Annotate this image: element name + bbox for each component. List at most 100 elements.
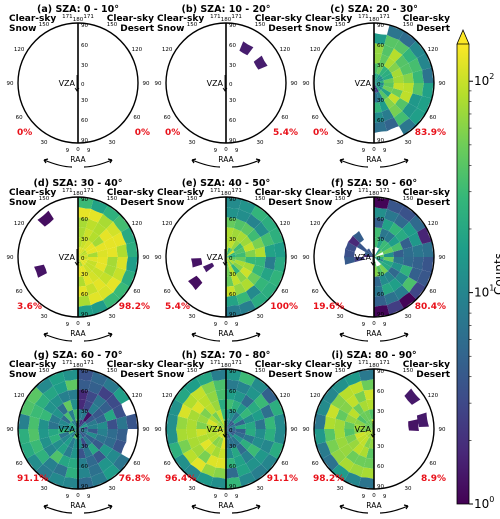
desert-cell [233,414,244,424]
desert-cell [374,217,385,229]
desert-cell [226,207,239,219]
snow-cell [70,399,78,410]
snow-cell [354,419,366,427]
desert-cell [381,88,392,98]
raa-tick-label: 180 [369,17,380,23]
raa-tick-label: 150 [335,196,346,202]
snow-cell [58,454,71,468]
desert-cell [374,257,383,265]
raa-tick-label: 30 [189,140,196,146]
desert-cell [97,257,108,265]
raa-arrow-right [83,333,113,342]
desert-cell [236,443,248,455]
raa-tick-label: 120 [14,47,25,53]
desert-cell [384,271,396,283]
snow-cell [344,421,355,429]
desert-cell [78,420,86,429]
desert-label: Clear-sky [403,360,450,370]
raa-tick-label: 150 [187,22,198,28]
snow-label: Clear-sky [157,360,204,370]
raa-tick-label: 30 [189,486,196,492]
snow-cell [211,446,221,458]
desert-cell [399,292,417,309]
snow-cell [356,414,367,424]
raa-tick-label: 150 [403,368,414,374]
snow-cell [204,403,216,415]
desert-cell [226,419,231,429]
desert-cell [402,246,414,257]
snow-percent: 19.6% [313,302,344,312]
vza-tick-label: 90 [81,369,88,375]
desert-cell [236,271,248,283]
desert-cell [264,416,276,429]
raa-tick-label: 9 [66,148,70,154]
snow-label: Snow [157,24,184,34]
desert-cell [86,431,98,439]
desert-cell [113,386,130,404]
snow-cell [338,457,354,473]
desert-cell [226,249,235,257]
raa-tick-label: 9 [383,494,387,500]
vza-tick-label: 90 [377,23,384,29]
vza-arrow [74,421,80,438]
snow-cell [211,411,221,422]
desert-cell [374,83,379,93]
vza-tick-label: 30 [81,237,88,243]
desert-cell [409,282,426,300]
snow-cell [196,429,207,437]
snow-cell [356,242,367,252]
raa-tick-label: 120 [310,47,321,53]
snow-cell [334,418,346,429]
raa-tick-label: 150 [255,22,266,28]
snow-cell [354,423,365,429]
raa-tick-label: 30 [41,486,48,492]
raa-tick-label: 180 [369,363,380,369]
desert-cell [422,67,434,83]
vza-arrow [74,75,80,92]
raa-tick-label: 0 [76,321,80,327]
raa-tick-label: 120 [14,221,25,227]
snow-label: Clear-sky [9,188,56,198]
raa-tick-label: 90 [291,427,298,433]
desert-cell [374,53,382,64]
snow-cell [348,235,360,247]
desert-cell [381,108,394,122]
desert-cell [374,285,385,297]
desert-percent: 0% [135,128,150,138]
raa-tick-label: 90 [143,427,150,433]
vza-tick-label: 0 [229,82,233,88]
desert-cell [374,111,385,123]
vza-tick-label: 60 [229,464,236,470]
desert-cell [240,439,252,451]
raa-tick-label: 171 [83,14,94,20]
desert-cell [226,389,237,401]
desert-cell [103,237,117,250]
snow-cell [49,450,63,464]
desert-cell [381,68,392,78]
desert-cell [226,295,239,307]
raa-tick-label: 180 [369,191,380,197]
vza-tick-label: 30 [229,272,236,278]
snow-cell [168,399,183,417]
raa-tick-label: 171 [210,360,221,366]
raa-arrowhead [43,332,49,338]
snow-cell [68,409,76,421]
panel-title: (g) SZA: 60 - 70° [34,350,123,361]
snow-cell [174,454,191,472]
desert-cell [95,242,107,252]
desert-cell [384,117,399,132]
desert-cell [386,300,404,315]
snow-cell [368,438,374,449]
snow-cell [38,418,50,429]
raa-tick-label: 180 [221,363,232,369]
desert-cell [106,221,122,237]
vza-tick-label: 90 [377,197,384,203]
desert-cell [86,259,98,267]
snow-cell [183,377,201,394]
raa-tick-label: 60 [429,461,436,467]
desert-cell [391,262,403,272]
snow-cell [176,416,188,429]
desert-cell [379,264,389,275]
desert-cell [274,413,286,429]
vza-tick-label: 30 [81,444,88,450]
